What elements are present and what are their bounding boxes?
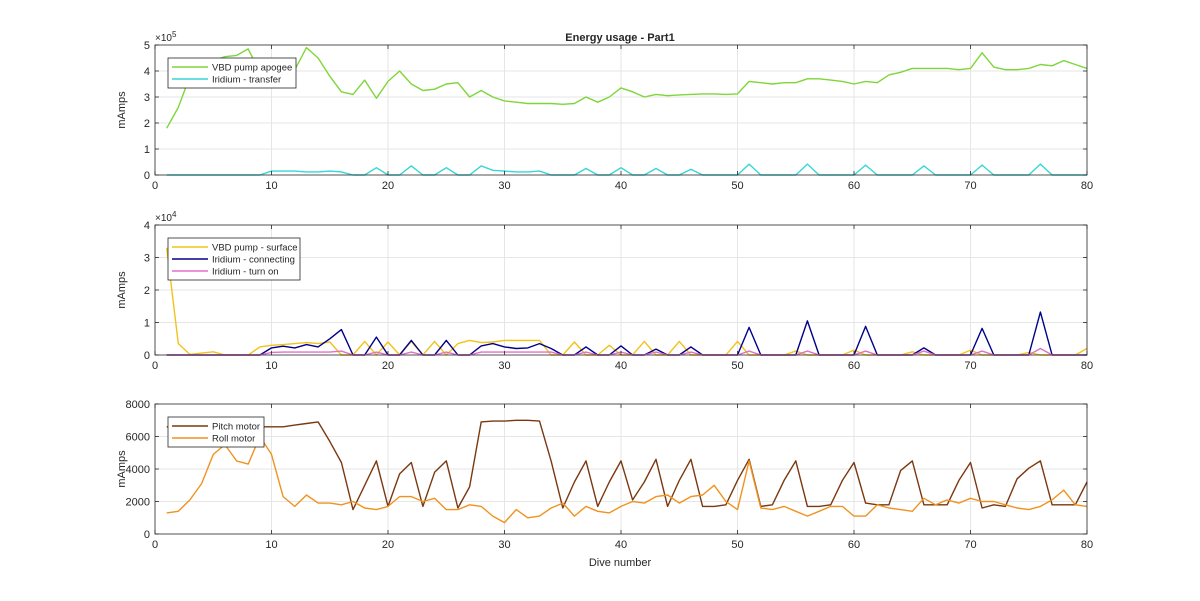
y-tick-label: 2 — [144, 118, 150, 130]
x-tick-label: 40 — [615, 539, 627, 551]
chart-panel-1: 0 10 20 30 40 50 60 70 80 0 1 2 3 4 5 ×105 mAmps VBD pump… — [116, 30, 1093, 192]
x-tick-label: 20 — [382, 180, 394, 192]
x-tick-label: 80 — [1081, 180, 1093, 192]
legend-entry: Iridium - connecting — [212, 255, 295, 266]
grid-lines — [155, 45, 1087, 175]
x-tick-label: 0 — [152, 180, 158, 192]
x-tick-label: 70 — [964, 180, 976, 192]
x-tick-label: 10 — [265, 539, 277, 551]
legend-entry: Iridium - transfer — [212, 75, 281, 86]
x-tick-label: 30 — [498, 539, 510, 551]
figure-title: Energy usage - Part1 — [565, 32, 674, 44]
x-tick-label: 30 — [498, 180, 510, 192]
x-tick-label: 10 — [265, 360, 277, 372]
x-tick-label: 0 — [152, 360, 158, 372]
grid-lines — [155, 225, 1087, 355]
grid-lines — [155, 404, 1087, 534]
x-tick-label: 60 — [848, 360, 860, 372]
y-tick-label: 1 — [144, 144, 150, 156]
x-tick-label: 80 — [1081, 539, 1093, 551]
series-line-roll-motor — [166, 435, 1088, 524]
y-tick-label: 4000 — [126, 464, 150, 476]
chart-panel-3: 0 10 20 30 40 50 60 70 80 0 2000 4000 6000 8000 mAmps P… — [116, 399, 1093, 551]
x-tick-label: 40 — [615, 360, 627, 372]
legend-entry: VBD pump - surface — [212, 243, 298, 254]
series-line-pitch-motor — [166, 419, 1088, 511]
series-line-vbd-pump-apogee — [166, 46, 1088, 129]
y-tick-label: 1 — [144, 318, 150, 330]
x-tick-label: 20 — [382, 360, 394, 372]
x-tick-label: 30 — [498, 360, 510, 372]
legend-entry: Pitch motor — [212, 422, 260, 433]
x-tick-label: 50 — [731, 360, 743, 372]
y-tick-label: 2 — [144, 285, 150, 297]
y-tick-label: 6000 — [126, 432, 150, 444]
legend-entry: Roll motor — [212, 434, 255, 445]
x-tick-label: 50 — [731, 539, 743, 551]
x-tick-label: 0 — [152, 539, 158, 551]
y-exponent-label: ×105 — [155, 30, 177, 44]
legend-entry: VBD pump apogee — [212, 63, 292, 74]
y-tick-label: 0 — [144, 529, 150, 541]
y-axis-label: mAmps — [116, 271, 128, 309]
y-tick-label: 3 — [144, 92, 150, 104]
y-tick-label: 4 — [144, 220, 150, 232]
x-tick-label: 50 — [731, 180, 743, 192]
y-tick-label: 3 — [144, 253, 150, 265]
x-tick-label: 60 — [848, 180, 860, 192]
y-tick-label: 2000 — [126, 497, 150, 509]
y-tick-label: 5 — [144, 40, 150, 52]
y-tick-label: 8000 — [126, 399, 150, 411]
x-tick-label: 20 — [382, 539, 394, 551]
y-tick-label: 0 — [144, 350, 150, 362]
y-exponent-label: ×104 — [155, 210, 177, 224]
x-axis-label: Dive number — [589, 557, 652, 569]
y-tick-label: 0 — [144, 170, 150, 182]
x-tick-label: 70 — [964, 360, 976, 372]
x-tick-label: 60 — [848, 539, 860, 551]
legend-entry: Iridium - turn on — [212, 267, 279, 278]
x-tick-label: 70 — [964, 539, 976, 551]
y-axis-label: mAmps — [116, 450, 128, 488]
y-axis-label: mAmps — [116, 91, 128, 129]
chart-panel-2: 0 10 20 30 40 50 60 70 80 0 1 2 3 4 ×104 mAmps VBD pump … — [116, 210, 1093, 372]
y-tick-label: 4 — [144, 66, 150, 78]
x-tick-label: 80 — [1081, 360, 1093, 372]
x-tick-label: 40 — [615, 180, 627, 192]
x-tick-label: 10 — [265, 180, 277, 192]
